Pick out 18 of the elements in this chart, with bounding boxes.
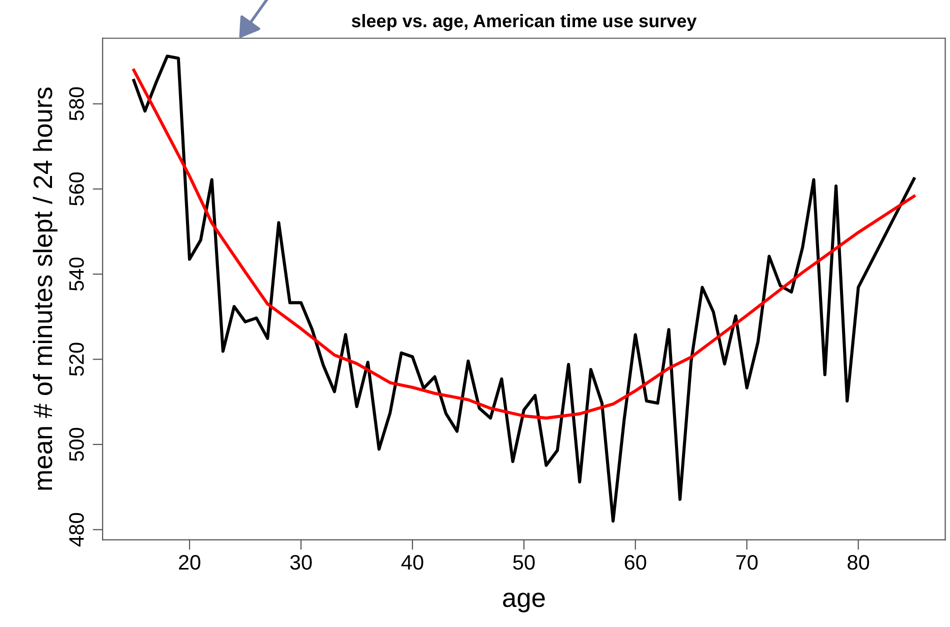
chart-title: sleep vs. age, American time use survey bbox=[352, 14, 697, 31]
x-tick-label: 70 bbox=[736, 554, 758, 570]
x-axis-title: age bbox=[503, 592, 545, 612]
y-tick-label: 560 bbox=[69, 172, 84, 206]
y-tick-label: 580 bbox=[69, 87, 84, 120]
x-tick-label: 30 bbox=[290, 554, 312, 570]
x-tick-label: 50 bbox=[513, 554, 535, 570]
x-tick-label: 40 bbox=[401, 554, 424, 570]
x-tick-label: 60 bbox=[624, 554, 646, 570]
x-tick-label: 80 bbox=[848, 554, 870, 570]
y-axis-title: mean # of minutes slept / 24 hours bbox=[32, 88, 58, 490]
y-tick-label: 500 bbox=[69, 428, 84, 462]
line-series bbox=[132, 54, 916, 523]
line-series bbox=[132, 68, 916, 420]
y-tick-label: 540 bbox=[69, 258, 84, 291]
x-tick-label: 20 bbox=[179, 554, 200, 570]
y-tick-label: 480 bbox=[69, 513, 84, 547]
y-tick-label: 520 bbox=[69, 342, 84, 376]
